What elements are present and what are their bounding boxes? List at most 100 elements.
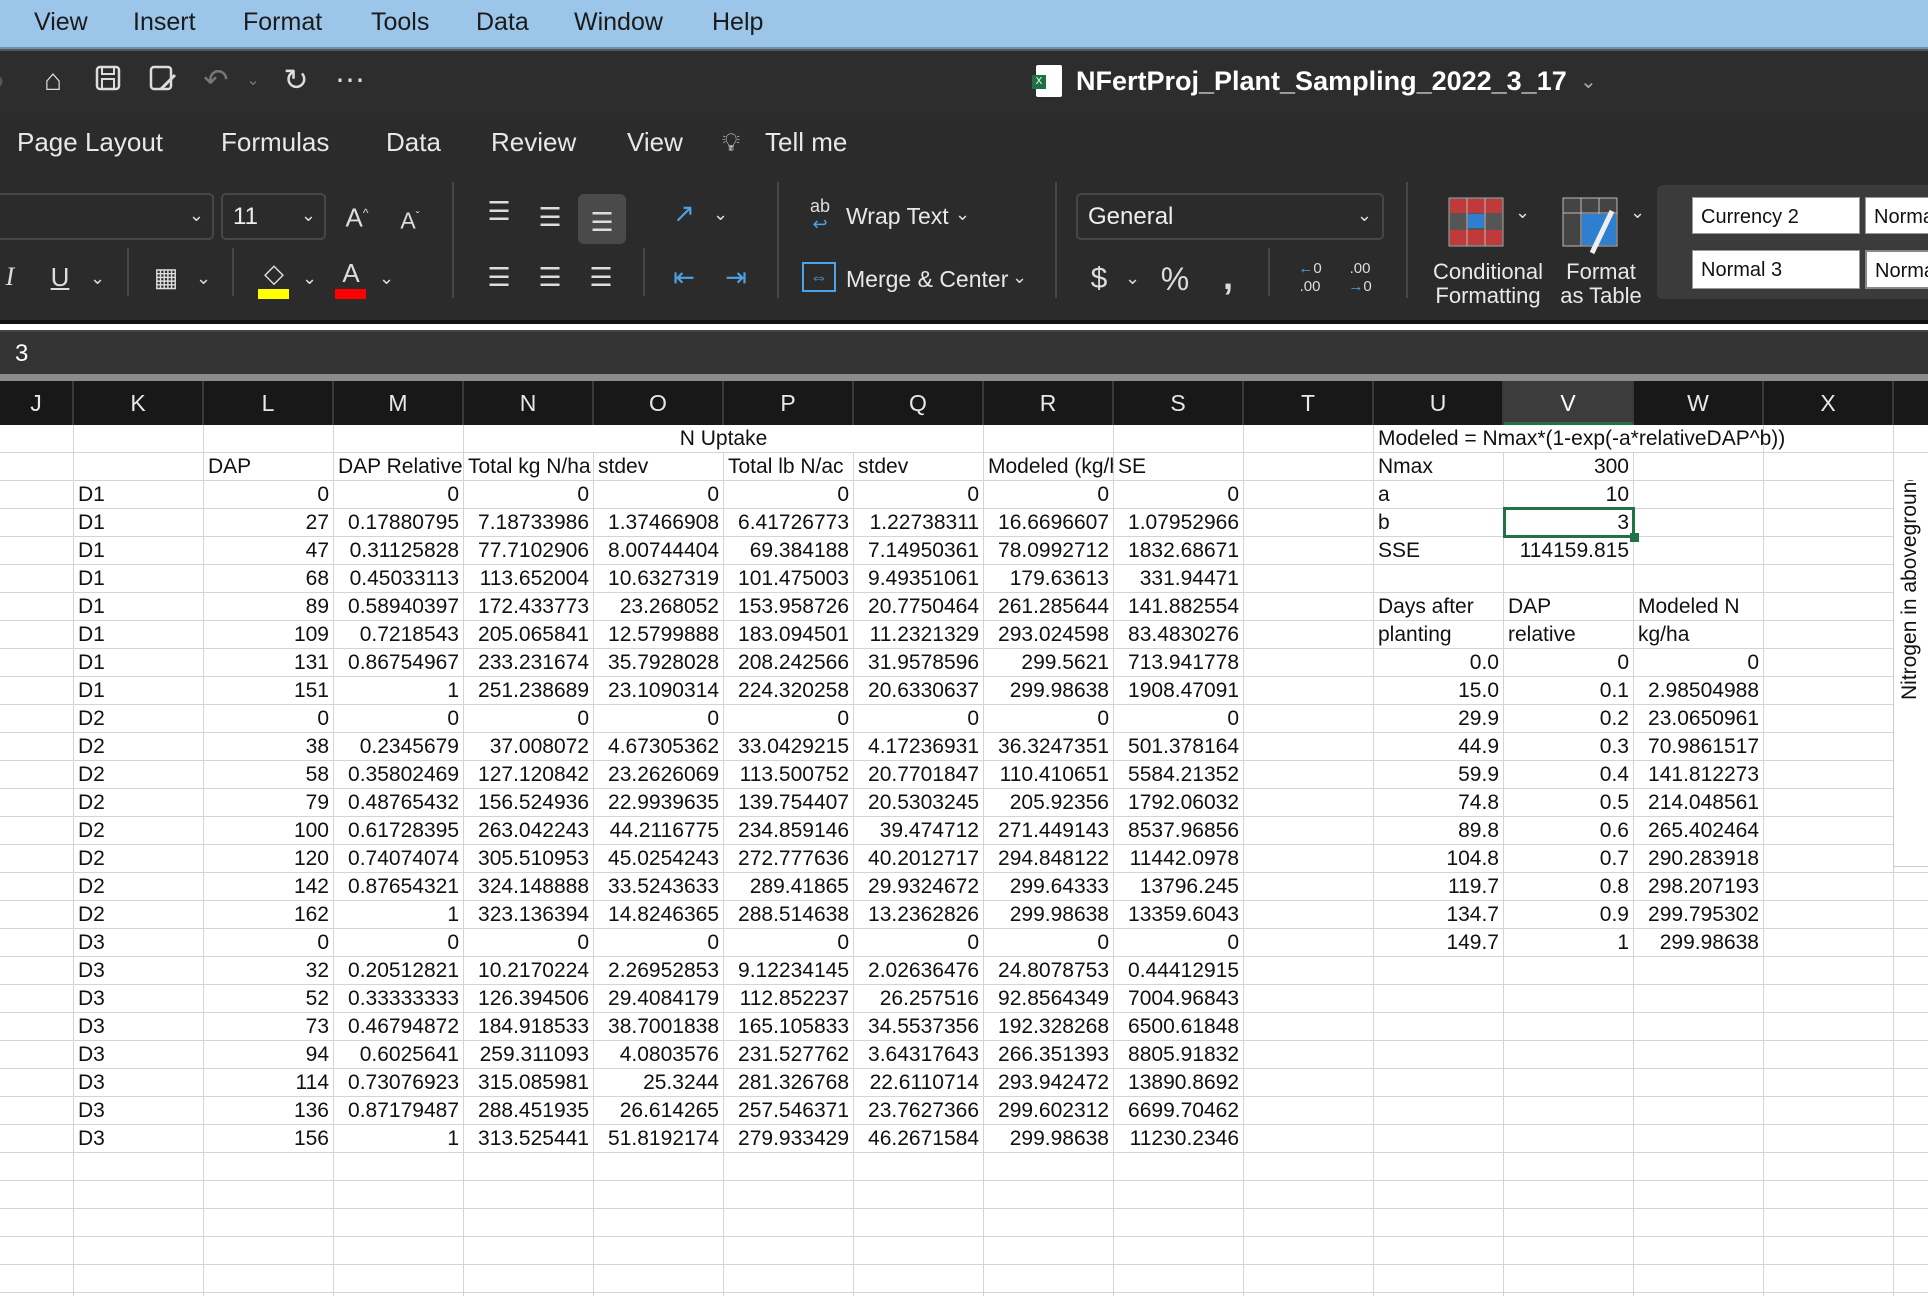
cell-o12[interactable]: 4.67305362 — [594, 733, 724, 761]
redo-icon[interactable]: ↻ — [283, 64, 309, 97]
cell-t25[interactable] — [1244, 1097, 1374, 1125]
empty-cell[interactable] — [1764, 1265, 1894, 1293]
empty-cell[interactable] — [1894, 453, 1928, 481]
cell-k6[interactable]: D1 — [74, 565, 204, 593]
cell-v24[interactable] — [1504, 1069, 1634, 1097]
empty-cell[interactable] — [204, 1293, 334, 1296]
style-normal[interactable]: Normal — [1865, 197, 1928, 234]
cell-n15[interactable]: 263.042243 — [464, 817, 594, 845]
cell-j19[interactable] — [0, 929, 74, 957]
cell-s2[interactable]: SE — [1114, 453, 1244, 481]
comma-style-icon[interactable]: , — [1222, 256, 1233, 297]
cell-t17[interactable] — [1244, 873, 1374, 901]
cell-x17[interactable] — [1764, 873, 1894, 901]
cell-v25[interactable] — [1504, 1097, 1634, 1125]
cell-w20[interactable] — [1634, 957, 1764, 985]
cell-x11[interactable] — [1764, 705, 1894, 733]
cell-s15[interactable]: 8537.96856 — [1114, 817, 1244, 845]
cell-q11[interactable]: 0 — [854, 705, 984, 733]
cell-n9[interactable]: 233.231674 — [464, 649, 594, 677]
empty-cell[interactable] — [984, 1237, 1114, 1265]
cell-r12[interactable]: 36.3247351 — [984, 733, 1114, 761]
chevron-down-icon[interactable]: ⌄ — [302, 268, 318, 288]
empty-cell[interactable] — [594, 1293, 724, 1296]
cell-p10[interactable]: 224.320258 — [724, 677, 854, 705]
cell-w4[interactable] — [1634, 509, 1764, 537]
empty-cell[interactable] — [74, 1209, 204, 1237]
column-header-k[interactable]: K — [74, 381, 204, 425]
cell-q19[interactable]: 0 — [854, 929, 984, 957]
empty-cell[interactable] — [594, 1209, 724, 1237]
cell-k2[interactable] — [74, 453, 204, 481]
menu-data[interactable]: Data — [476, 8, 529, 36]
cell-t12[interactable] — [1244, 733, 1374, 761]
empty-cell[interactable] — [984, 1209, 1114, 1237]
chevron-down-icon[interactable]: ⌄ — [90, 268, 106, 288]
align-top-icon[interactable]: ☰ — [487, 196, 511, 226]
cell-t21[interactable] — [1244, 985, 1374, 1013]
cell-n4[interactable]: 7.18733986 — [464, 509, 594, 537]
cell-v4[interactable]: 3 — [1504, 509, 1634, 537]
cell-w3[interactable] — [1634, 481, 1764, 509]
cell-j24[interactable] — [0, 1069, 74, 1097]
cell-w8[interactable]: kg/ha — [1634, 621, 1764, 649]
cell-l1[interactable] — [204, 425, 334, 453]
empty-cell[interactable] — [74, 1153, 204, 1181]
empty-cell[interactable] — [74, 1293, 204, 1296]
empty-cell[interactable] — [1244, 1153, 1374, 1181]
cell-w25[interactable] — [1634, 1097, 1764, 1125]
cell-l4[interactable]: 27 — [204, 509, 334, 537]
cell-q18[interactable]: 13.2362826 — [854, 901, 984, 929]
cell-s13[interactable]: 5584.21352 — [1114, 761, 1244, 789]
cell-p4[interactable]: 6.41726773 — [724, 509, 854, 537]
format-as-table-button[interactable]: Format as Table — [1555, 260, 1647, 308]
cell-l22[interactable]: 73 — [204, 1013, 334, 1041]
cell-j3[interactable] — [0, 481, 74, 509]
chevron-down-icon[interactable]: ⌄ — [955, 204, 971, 224]
cell-o24[interactable]: 25.3244 — [594, 1069, 724, 1097]
cell-l12[interactable]: 38 — [204, 733, 334, 761]
cell-m26[interactable]: 1 — [334, 1125, 464, 1153]
empty-cell[interactable] — [984, 1265, 1114, 1293]
cell-o11[interactable]: 0 — [594, 705, 724, 733]
empty-cell[interactable] — [1764, 1209, 1894, 1237]
cell-o17[interactable]: 33.5243633 — [594, 873, 724, 901]
cell-n19[interactable]: 0 — [464, 929, 594, 957]
cell-w14[interactable]: 214.048561 — [1634, 789, 1764, 817]
cell-k18[interactable]: D2 — [74, 901, 204, 929]
empty-cell[interactable] — [724, 1181, 854, 1209]
cell-p8[interactable]: 183.094501 — [724, 621, 854, 649]
column-header-r[interactable]: R — [984, 381, 1114, 425]
orientation-icon[interactable]: ↗ — [673, 198, 695, 228]
cell-s23[interactable]: 8805.91832 — [1114, 1041, 1244, 1069]
cell-k21[interactable]: D3 — [74, 985, 204, 1013]
cell-s6[interactable]: 331.94471 — [1114, 565, 1244, 593]
cell-k12[interactable]: D2 — [74, 733, 204, 761]
cell-m14[interactable]: 0.48765432 — [334, 789, 464, 817]
empty-cell[interactable] — [0, 1181, 74, 1209]
cell-s24[interactable]: 13890.8692 — [1114, 1069, 1244, 1097]
cell-u20[interactable] — [1374, 957, 1504, 985]
cell-m21[interactable]: 0.33333333 — [334, 985, 464, 1013]
empty-cell[interactable] — [1894, 929, 1928, 957]
cell-n5[interactable]: 77.7102906 — [464, 537, 594, 565]
cell-s19[interactable]: 0 — [1114, 929, 1244, 957]
cell-j10[interactable] — [0, 677, 74, 705]
cell-r20[interactable]: 24.8078753 — [984, 957, 1114, 985]
empty-cell[interactable] — [984, 1181, 1114, 1209]
cell-n21[interactable]: 126.394506 — [464, 985, 594, 1013]
cell-u11[interactable]: 29.9 — [1374, 705, 1504, 733]
empty-cell[interactable] — [74, 1265, 204, 1293]
empty-cell[interactable] — [1244, 1293, 1374, 1296]
chevron-down-icon[interactable]: ⌄ — [713, 204, 729, 224]
tab-data[interactable]: Data — [386, 127, 441, 157]
cell-o20[interactable]: 2.26952853 — [594, 957, 724, 985]
underline-button[interactable]: U — [50, 262, 70, 292]
fill-color-icon[interactable]: ◇ — [264, 258, 284, 288]
cell-w6[interactable] — [1634, 565, 1764, 593]
cell-m15[interactable]: 0.61728395 — [334, 817, 464, 845]
cell-l11[interactable]: 0 — [204, 705, 334, 733]
cell-s8[interactable]: 83.4830276 — [1114, 621, 1244, 649]
empty-cell[interactable] — [724, 1153, 854, 1181]
cell-n20[interactable]: 10.2170224 — [464, 957, 594, 985]
